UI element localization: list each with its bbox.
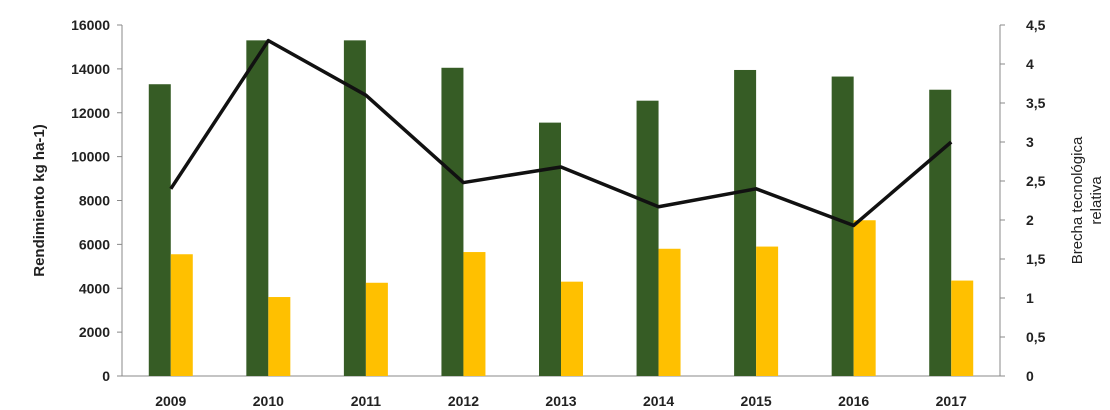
x-tick-label: 2015 bbox=[741, 393, 772, 409]
y2-tick-label: 0 bbox=[1026, 368, 1034, 384]
y2-tick-label: 1,5 bbox=[1026, 251, 1046, 267]
y-tick-label: 6000 bbox=[79, 236, 110, 252]
y2-tick-label: 4,5 bbox=[1026, 17, 1046, 33]
y-tick-label: 16000 bbox=[71, 17, 110, 33]
bar-series-1 bbox=[831, 76, 854, 376]
bar-series-2 bbox=[951, 280, 974, 376]
bar-series-2 bbox=[756, 246, 779, 376]
y2-axis-title: Brecha tecnológica bbox=[1069, 136, 1086, 264]
x-tick-label: 2016 bbox=[838, 393, 869, 409]
y-axis-title: Rendimiento kg ha-1) bbox=[31, 124, 48, 277]
bar-series-2 bbox=[463, 252, 486, 376]
y-tick-label: 14000 bbox=[71, 61, 110, 77]
bar-series-2 bbox=[658, 248, 681, 376]
line-series bbox=[169, 38, 953, 228]
y2-tick-label: 1 bbox=[1026, 290, 1034, 306]
bar-series-2 bbox=[561, 281, 583, 376]
bar-series-2 bbox=[365, 282, 388, 376]
x-tick-label: 2010 bbox=[253, 393, 284, 409]
y-tick-label: 8000 bbox=[79, 193, 110, 209]
bar-series-1 bbox=[734, 69, 757, 377]
x-tick-label: 2011 bbox=[351, 393, 382, 409]
y-tick-label: 10000 bbox=[71, 149, 110, 165]
x-tick-label: 2014 bbox=[643, 393, 674, 409]
y-tick-label: 12000 bbox=[71, 105, 110, 121]
y2-tick-label: 4 bbox=[1026, 56, 1034, 72]
y-tick-label: 4000 bbox=[79, 280, 110, 296]
bar-series-2 bbox=[853, 220, 876, 376]
y2-tick-label: 0,5 bbox=[1026, 329, 1046, 345]
y2-tick-label: 3 bbox=[1026, 134, 1034, 150]
bar-series-1 bbox=[343, 40, 366, 376]
bar-series-2 bbox=[268, 297, 291, 376]
bar-series-1 bbox=[441, 67, 464, 376]
x-tick-label: 2009 bbox=[155, 393, 186, 409]
x-tick-label: 2012 bbox=[448, 393, 479, 409]
bar-series-1 bbox=[539, 122, 561, 376]
bar-series-1 bbox=[636, 100, 659, 376]
plot-area: 0 2000 4000 6000 8000 10000 12000 14000 16000 0 0,… bbox=[31, 17, 1105, 409]
y-tick-label: 2000 bbox=[79, 324, 110, 340]
y-tick-label: 0 bbox=[102, 368, 110, 384]
bar-series-1 bbox=[148, 84, 171, 376]
bar-series-1 bbox=[929, 89, 952, 376]
bar-series-1 bbox=[246, 40, 269, 376]
y2-tick-label: 2,5 bbox=[1026, 173, 1046, 189]
x-tick-label: 2013 bbox=[545, 393, 576, 409]
y2-tick-label: 3,5 bbox=[1026, 95, 1046, 111]
bar-series-2 bbox=[170, 254, 193, 376]
x-tick-label: 2017 bbox=[936, 393, 967, 409]
y2-axis-title: relativa bbox=[1088, 176, 1105, 225]
y2-tick-label: 2 bbox=[1026, 212, 1034, 228]
